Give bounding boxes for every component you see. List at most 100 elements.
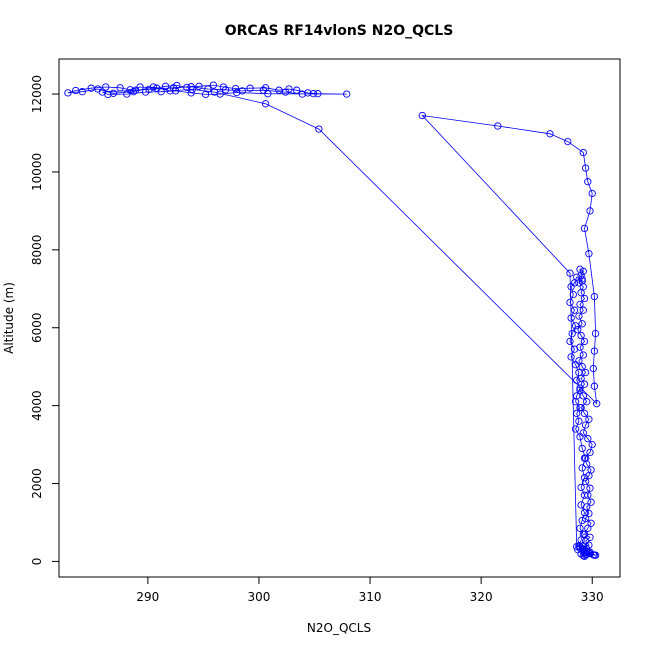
data-point (593, 400, 601, 408)
data-point (576, 433, 584, 441)
x-tick-label: 330 (581, 590, 604, 604)
data-point (564, 137, 572, 146)
data-point (183, 83, 191, 92)
y-tick-label: 8000 (30, 235, 44, 266)
data-point (586, 533, 594, 541)
data-point (109, 89, 118, 97)
data-point (590, 347, 599, 355)
data-point (566, 298, 574, 307)
data-point (587, 498, 595, 506)
data-point (566, 269, 574, 277)
x-axis-label: N2O_QCLS (307, 621, 371, 635)
y-tick-label: 0 (30, 558, 44, 566)
data-point (585, 250, 593, 258)
data-point (238, 87, 246, 95)
data-point (494, 122, 502, 130)
data-point (587, 519, 595, 527)
data-point (314, 90, 322, 98)
data-point (87, 84, 95, 92)
data-point (578, 516, 586, 525)
x-tick-label: 290 (136, 590, 159, 604)
plot-frame (58, 58, 621, 578)
data-point (580, 380, 589, 388)
data-point (574, 326, 582, 334)
data-point (261, 100, 270, 108)
data-point (580, 337, 589, 346)
data-point (590, 382, 599, 390)
data-point (576, 524, 584, 532)
x-tick-label: 310 (359, 590, 382, 604)
data-point (72, 86, 80, 95)
data-point (281, 88, 290, 96)
data-point (581, 421, 590, 429)
y-axis: 0 2000 4000 6000 8000 10000 12000 (30, 75, 60, 566)
data-point (233, 88, 241, 97)
data-point (576, 386, 584, 394)
data-point (590, 292, 599, 301)
data-point (573, 376, 581, 384)
data-point (580, 224, 589, 233)
data-point (102, 83, 110, 91)
data-point (576, 300, 584, 309)
data-point (578, 444, 586, 453)
y-tick-label: 12000 (30, 75, 44, 113)
data-point (581, 537, 590, 545)
data-point (581, 477, 590, 486)
data-point (584, 524, 592, 532)
data-point (573, 542, 581, 551)
y-tick-label: 2000 (30, 468, 44, 499)
data-point (145, 85, 153, 94)
data-point (231, 84, 240, 93)
series-layer (64, 81, 601, 561)
data-point (98, 88, 106, 96)
data-point (577, 483, 585, 492)
data-point (569, 290, 577, 299)
data-point (588, 440, 596, 449)
y-tick-label: 6000 (30, 312, 44, 343)
data-point (567, 314, 575, 322)
data-point (418, 111, 426, 120)
data-point (209, 81, 218, 89)
data-point (315, 125, 323, 133)
data-point (579, 148, 587, 157)
data-point (586, 448, 594, 457)
data-point (309, 90, 318, 98)
data-point (578, 320, 586, 328)
data-point (579, 283, 587, 291)
chart-title: ORCAS RF14vlonS N2O_QCLS (225, 23, 454, 39)
data-point (571, 322, 580, 330)
data-point (589, 364, 597, 373)
data-point (581, 454, 590, 462)
data-point (585, 549, 593, 557)
data-point (578, 464, 586, 472)
data-point (580, 409, 589, 418)
x-tick-label: 300 (248, 590, 271, 604)
data-point (588, 189, 596, 198)
data-point (583, 398, 591, 406)
data-point (571, 425, 580, 433)
x-tick-label: 320 (470, 590, 493, 604)
data-point (275, 86, 283, 94)
data-point (64, 89, 72, 97)
data-point (574, 546, 582, 554)
data-point (576, 544, 584, 552)
data-point (578, 363, 586, 371)
data-point (591, 329, 600, 338)
data-point (566, 337, 574, 346)
data-point (187, 83, 195, 91)
data-point (584, 491, 592, 499)
data-point (579, 306, 587, 314)
x-axis: 290 300 310 320 330 (136, 576, 604, 604)
data-point (116, 84, 124, 92)
data-point (577, 331, 585, 340)
data-point (576, 265, 584, 273)
data-point (546, 130, 554, 138)
data-point (580, 474, 589, 482)
data-point (575, 417, 583, 425)
data-point (580, 294, 589, 303)
data-point (585, 415, 593, 423)
data-point (169, 84, 178, 92)
data-point (132, 86, 140, 94)
data-point (577, 501, 585, 509)
